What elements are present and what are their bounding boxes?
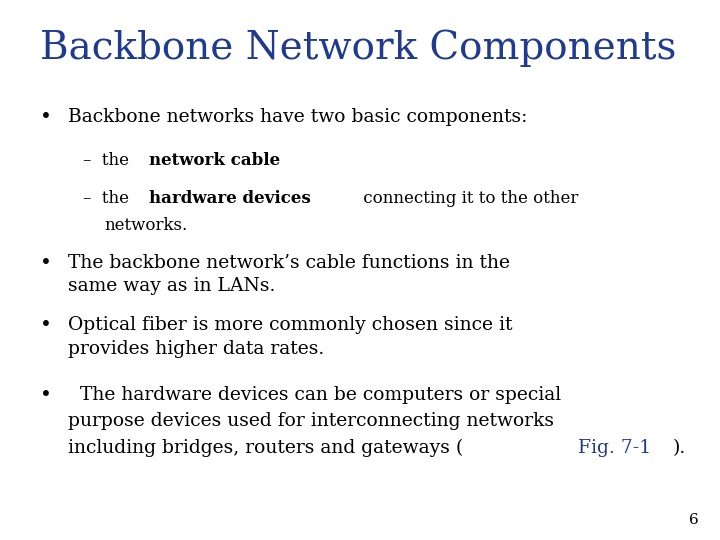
Text: network cable: network cable xyxy=(149,152,280,169)
Text: –  the: – the xyxy=(83,152,134,169)
Text: Fig. 7-1: Fig. 7-1 xyxy=(578,438,652,457)
Text: The hardware devices can be computers or special: The hardware devices can be computers or… xyxy=(68,386,562,404)
Text: networks.: networks. xyxy=(104,217,188,234)
Text: including bridges, routers and gateways (: including bridges, routers and gateways … xyxy=(68,438,464,457)
Text: connecting it to the other: connecting it to the other xyxy=(358,190,578,207)
Text: The backbone network’s cable functions in the
same way as in LANs.: The backbone network’s cable functions i… xyxy=(68,254,510,295)
Text: 6: 6 xyxy=(688,512,698,526)
Text: Optical fiber is more commonly chosen since it
provides higher data rates.: Optical fiber is more commonly chosen si… xyxy=(68,316,513,357)
Text: –  the: – the xyxy=(83,190,134,207)
Text: •: • xyxy=(40,316,51,335)
Text: ).: ). xyxy=(672,438,686,457)
Text: Backbone networks have two basic components:: Backbone networks have two basic compone… xyxy=(68,108,528,126)
Text: •: • xyxy=(40,386,51,405)
Text: •: • xyxy=(40,108,51,127)
Text: Backbone Network Components: Backbone Network Components xyxy=(40,30,676,67)
Text: •: • xyxy=(40,254,51,273)
Text: hardware devices: hardware devices xyxy=(149,190,310,207)
Text: purpose devices used for interconnecting networks: purpose devices used for interconnecting… xyxy=(68,413,554,430)
